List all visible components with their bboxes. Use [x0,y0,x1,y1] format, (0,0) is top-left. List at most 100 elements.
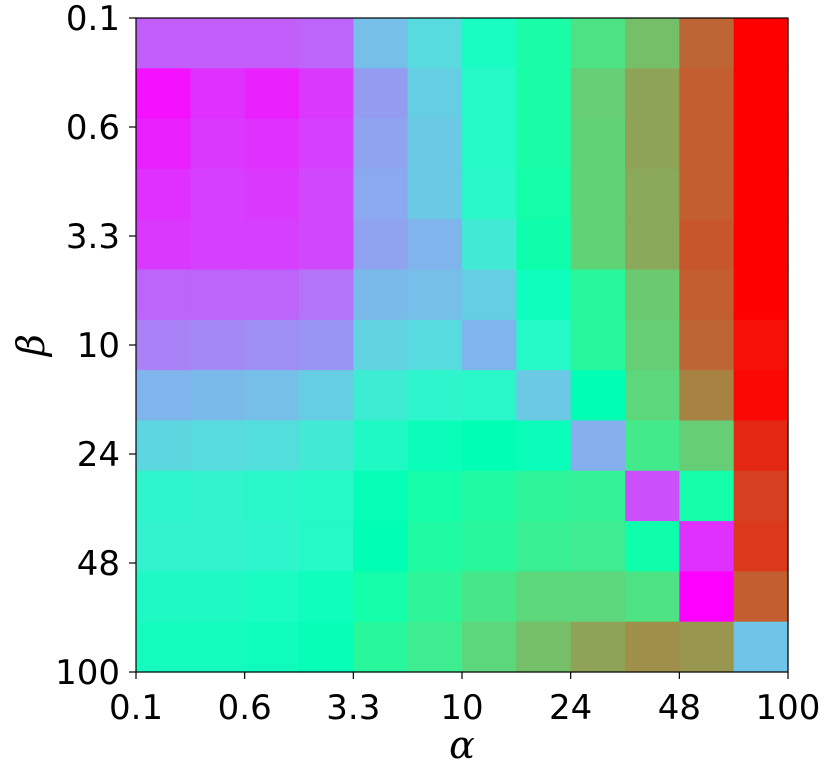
heatmap-cell-r0-c0 [136,18,191,69]
heatmap-cell-r7-c9 [625,370,680,422]
heatmap-cell-r4-c1 [190,219,246,271]
heatmap-cell-r12-c4 [353,621,409,673]
heatmap-cell-r1-c3 [299,68,354,120]
heatmap-cell-r6-c0 [136,319,191,371]
heatmap-cell-r5-c8 [570,269,626,321]
heatmap-cell-r12-c11 [733,621,789,673]
heatmap-cell-r10-c7 [516,521,572,572]
heatmap-cell-r1-c11 [733,68,789,120]
heatmap-cell-r11-c4 [353,571,409,623]
heatmap-cell-r12-c0 [136,621,191,673]
heatmap-cell-r4-c8 [570,219,626,271]
heatmap-cell-r12-c3 [299,621,354,673]
heatmap-cell-r10-c8 [570,521,626,572]
heatmap-cell-r3-c0 [136,168,191,220]
heatmap-cell-r9-c3 [299,470,354,522]
heatmap-cell-r5-c6 [462,269,517,321]
heatmap-cell-r6-c5 [407,319,463,371]
heatmap-cell-r8-c5 [407,420,463,472]
heatmap-cell-r5-c2 [244,269,300,321]
heatmap-cell-r2-c4 [353,118,409,170]
heatmap-cell-r2-c7 [516,118,572,170]
heatmap-cell-r3-c5 [407,168,463,220]
heatmap-cell-r5-c9 [625,269,680,321]
heatmap-cell-r4-c7 [516,219,572,271]
heatmap-cell-r4-c4 [353,219,409,271]
heatmap-cell-r0-c11 [733,18,789,69]
heatmap-cell-r2-c11 [733,118,789,170]
heatmap-cell-r11-c7 [516,571,572,623]
heatmap-cell-r4-c5 [407,219,463,271]
heatmap-cell-r0-c7 [516,18,572,69]
heatmap-cell-r12-c6 [462,621,517,673]
heatmap-cell-r1-c8 [570,68,626,120]
heatmap-cell-r1-c10 [679,68,735,120]
heatmap-cell-r9-c11 [733,470,789,522]
heatmap-cell-r12-c7 [516,621,572,673]
heatmap-cell-r5-c0 [136,269,191,321]
heatmap-cell-r8-c4 [353,420,409,472]
x-axis-ticks: 0.1 0.6 3.3 10 24 48 100 [109,672,820,728]
heatmap-cell-r3-c3 [299,168,354,220]
x-tick-label: 0.1 [109,688,163,728]
heatmap-cell-r10-c6 [462,521,517,572]
heatmap-cell-r3-c6 [462,168,517,220]
heatmap-cell-r11-c11 [733,571,789,623]
heatmap-cell-r3-c2 [244,168,300,220]
heatmap-cell-r6-c9 [625,319,680,371]
heatmap-cell-r6-c11 [733,319,789,371]
heatmap-cell-r11-c10 [679,571,735,623]
heatmap-cell-r7-c0 [136,370,191,422]
heatmap-cell-r4-c10 [679,219,735,271]
y-axis-ticks: 0.1 0.6 3.3 10 24 48 100 [55,0,136,693]
heatmap-cell-r5-c1 [190,269,246,321]
heatmap-cell-r1-c9 [625,68,680,120]
heatmap-cell-r5-c5 [407,269,463,321]
heatmap-cell-r11-c1 [190,571,246,623]
heatmap-cell-r10-c3 [299,521,354,572]
y-tick-label: 24 [77,435,120,475]
heatmap-cell-r6-c3 [299,319,354,371]
heatmap-cell-r0-c4 [353,18,409,69]
heatmap-cell-r9-c1 [190,470,246,522]
heatmap-cell-r8-c1 [190,420,246,472]
x-tick-label: 0.6 [218,688,272,728]
x-tick-label: 48 [658,688,701,728]
heatmap-cell-r1-c1 [190,68,246,120]
heatmap-cell-r1-c7 [516,68,572,120]
heatmap-cell-r7-c5 [407,370,463,422]
heatmap-cell-r7-c4 [353,370,409,422]
heatmap-cell-r0-c2 [244,18,300,69]
heatmap-cell-r3-c4 [353,168,409,220]
heatmap-cell-r7-c3 [299,370,354,422]
heatmap-cell-r9-c5 [407,470,463,522]
heatmap-cell-r0-c5 [407,18,463,69]
heatmap-cell-r0-c3 [299,18,354,69]
heatmap-cell-r11-c8 [570,571,626,623]
heatmap-cell-r9-c0 [136,470,191,522]
heatmap-cell-r5-c4 [353,269,409,321]
heatmap-cell-r2-c3 [299,118,354,170]
heatmap-cell-r8-c8 [570,420,626,472]
heatmap-cell-r10-c9 [625,521,680,572]
heatmap-cell-r6-c7 [516,319,572,371]
heatmap-cell-r10-c1 [190,521,246,572]
heatmap-cell-r6-c2 [244,319,300,371]
heatmap-cell-r4-c6 [462,219,517,271]
heatmap-cell-r2-c5 [407,118,463,170]
heatmap-cell-r2-c10 [679,118,735,170]
heatmap-cell-r3-c11 [733,168,789,220]
heatmap-cell-r5-c11 [733,269,789,321]
heatmap-cell-r0-c8 [570,18,626,69]
y-tick-label: 48 [77,544,120,584]
heatmap-cell-r11-c5 [407,571,463,623]
heatmap-cell-r11-c2 [244,571,300,623]
heatmap-cell-r8-c10 [679,420,735,472]
heatmap-cell-r8-c11 [733,420,789,472]
heatmap-cell-r4-c0 [136,219,191,271]
heatmap-cell-r2-c9 [625,118,680,170]
y-tick-label: 3.3 [66,217,120,257]
heatmap-cell-r12-c10 [679,621,735,673]
heatmap-cell-r5-c10 [679,269,735,321]
